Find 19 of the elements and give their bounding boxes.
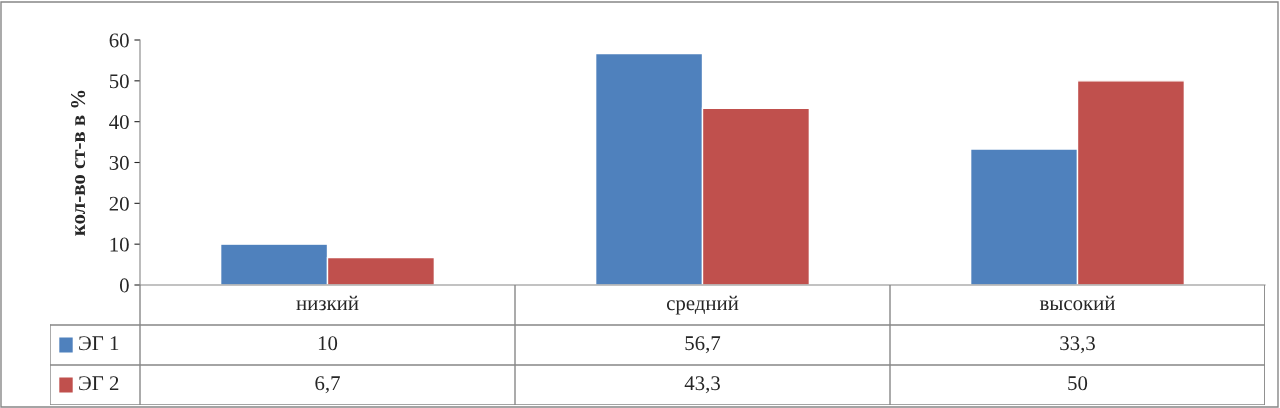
y-tick-label: 30: [109, 155, 129, 170]
y-tick-label: 60: [109, 33, 129, 48]
data-label: 33,3: [1060, 336, 1095, 354]
x-tick-label: высокий: [1039, 295, 1115, 311]
data-label: 6,7: [315, 376, 340, 394]
data-label: 56,7: [685, 336, 721, 354]
y-tick-label: 20: [109, 196, 129, 211]
y-tick-label: 50: [109, 74, 129, 89]
data-label: 50: [1068, 376, 1088, 391]
x-tick-label: низкий: [296, 295, 359, 311]
x-tick-label: средний: [666, 295, 739, 315]
y-tick-label: 40: [109, 115, 129, 130]
y-axis-title: кол-во ст-в в %: [71, 90, 86, 236]
legend-label: ЭГ 2: [79, 376, 119, 391]
y-tick-label: 0: [119, 278, 129, 293]
data-label: 43,3: [684, 376, 720, 394]
data-label: 10: [318, 336, 338, 351]
y-tick-label: 10: [110, 237, 129, 252]
legend-label: ЭГ 1: [79, 336, 119, 351]
